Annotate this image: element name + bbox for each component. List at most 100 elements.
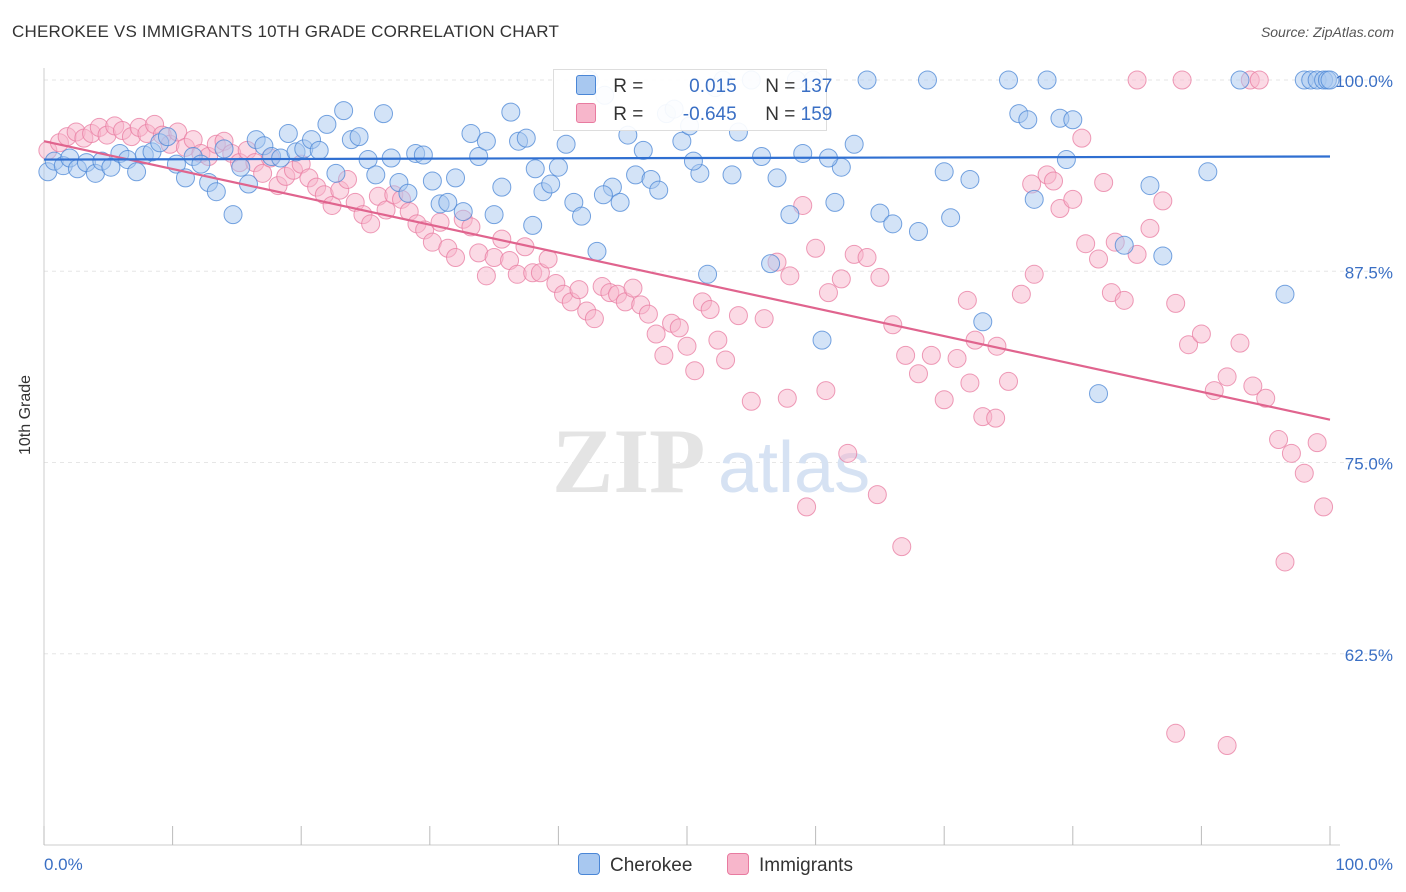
y-axis-label: 10th Grade bbox=[17, 374, 34, 455]
scatter-point bbox=[309, 140, 329, 160]
scatter-point bbox=[214, 139, 234, 159]
scatter-point bbox=[857, 70, 877, 90]
scatter-point bbox=[593, 185, 613, 205]
scatter-point bbox=[223, 205, 243, 225]
scatter-point bbox=[623, 278, 643, 298]
r-label: R = bbox=[613, 104, 644, 125]
scatter-point bbox=[374, 104, 394, 124]
cherokee-swatch bbox=[576, 75, 596, 95]
scatter-point bbox=[1172, 70, 1192, 90]
y-tick-label: 62.5% bbox=[1345, 646, 1393, 665]
trendlines bbox=[43, 140, 1331, 421]
scatter-point bbox=[461, 124, 481, 144]
scatter-point bbox=[1307, 433, 1327, 453]
scatter-point bbox=[793, 143, 813, 163]
scatter-point bbox=[469, 147, 489, 166]
legend-row-cherokee: R = 0.015 N = 137 bbox=[576, 75, 832, 98]
scatter-point bbox=[752, 147, 772, 166]
scatter-point bbox=[101, 157, 121, 177]
y-tick-label: 100.0% bbox=[1335, 72, 1393, 91]
scatter-point bbox=[1320, 70, 1340, 90]
scatter-point bbox=[1153, 191, 1173, 211]
scatter-point bbox=[1179, 335, 1199, 355]
scatter-point bbox=[777, 388, 797, 408]
scatter-point bbox=[896, 345, 916, 365]
scatter-point bbox=[1018, 110, 1038, 130]
y-tick-label: 75.0% bbox=[1345, 455, 1393, 474]
scatter-point bbox=[870, 203, 890, 223]
scatter-point bbox=[1230, 70, 1250, 90]
scatter-point bbox=[1230, 333, 1250, 353]
scatter-point bbox=[191, 154, 211, 174]
scatter-point bbox=[825, 192, 845, 212]
scatter-point bbox=[1166, 293, 1186, 313]
scatter-point bbox=[892, 537, 912, 557]
scatter-point bbox=[525, 159, 545, 179]
scatter-point bbox=[1269, 430, 1289, 450]
scatter-point bbox=[1127, 70, 1147, 90]
scatter-point bbox=[722, 165, 742, 185]
scatter-point bbox=[1044, 171, 1064, 191]
scatter-point bbox=[754, 309, 774, 329]
scatter-point bbox=[698, 264, 718, 284]
tick-labels: 62.5% 75.0% 87.5% 100.0% 0.0% 100.0% bbox=[44, 72, 1393, 874]
scatter-point bbox=[1275, 284, 1295, 304]
watermark-zip: ZIP bbox=[552, 410, 705, 512]
scatter-point bbox=[1089, 384, 1109, 404]
scatter-point bbox=[883, 214, 903, 234]
scatter-point bbox=[1191, 324, 1211, 344]
scatter-point bbox=[844, 134, 864, 154]
scatter-point bbox=[793, 195, 813, 215]
scatter-point bbox=[685, 361, 705, 381]
scatter-point bbox=[361, 214, 381, 234]
scatter-point bbox=[960, 373, 980, 393]
r-label: R = bbox=[613, 76, 644, 97]
scatter-point bbox=[780, 205, 800, 225]
x-tick-label: 0.0% bbox=[44, 855, 83, 874]
x-tick-label: 100.0% bbox=[1335, 855, 1393, 874]
immigrants-n-value: 159 bbox=[800, 104, 833, 125]
scatter-point bbox=[683, 151, 703, 171]
scatter-point bbox=[476, 266, 496, 286]
correlation-legend: R = 0.015 N = 137 R = -0.645 N = 159 bbox=[553, 69, 832, 131]
scatter-point bbox=[127, 162, 147, 182]
legend-row-immigrants: R = -0.645 N = 159 bbox=[576, 103, 832, 126]
scatter-point bbox=[1063, 189, 1083, 209]
scatter-point bbox=[812, 330, 832, 350]
scatter-point bbox=[1072, 128, 1092, 148]
scatter-point bbox=[1153, 246, 1173, 266]
source-label: Source: ZipAtlas.com bbox=[1260, 24, 1394, 40]
n-label: N = bbox=[765, 104, 796, 125]
scatter-point bbox=[831, 269, 851, 289]
scatter-point bbox=[700, 300, 720, 319]
scatter-point bbox=[908, 221, 928, 241]
scatter-point bbox=[484, 205, 504, 225]
scatter-point bbox=[708, 330, 728, 350]
scatter-point bbox=[446, 168, 466, 188]
scatter-point bbox=[1249, 70, 1269, 90]
chart-title: CHEROKEE VS IMMIGRANTS 10TH GRADE CORREL… bbox=[12, 22, 560, 41]
cherokee-r-value: 0.015 bbox=[689, 76, 737, 97]
scatter-point bbox=[816, 381, 836, 401]
scatter-point bbox=[492, 177, 512, 197]
scatter-point bbox=[941, 208, 961, 228]
scatter-point bbox=[1076, 234, 1096, 254]
scatter-point bbox=[999, 371, 1018, 391]
scatter-point bbox=[672, 131, 692, 151]
scatter-point bbox=[638, 304, 658, 324]
cherokee-legend-label: Cherokee bbox=[610, 855, 693, 876]
scatter-point bbox=[1050, 199, 1070, 219]
scatter-point bbox=[986, 408, 1006, 428]
scatter-point bbox=[438, 192, 458, 212]
scatter-point bbox=[867, 485, 887, 505]
scatter-point bbox=[677, 336, 697, 356]
scatter-point bbox=[669, 318, 689, 338]
scatter-point bbox=[278, 124, 298, 144]
scatter-point bbox=[1140, 218, 1160, 238]
cherokee-legend-swatch bbox=[578, 853, 600, 875]
scatter-point bbox=[921, 345, 941, 365]
scatter-point bbox=[1037, 70, 1057, 90]
scatter-point bbox=[908, 364, 928, 384]
scatter-point bbox=[1256, 388, 1276, 408]
scatter-point bbox=[516, 128, 536, 148]
